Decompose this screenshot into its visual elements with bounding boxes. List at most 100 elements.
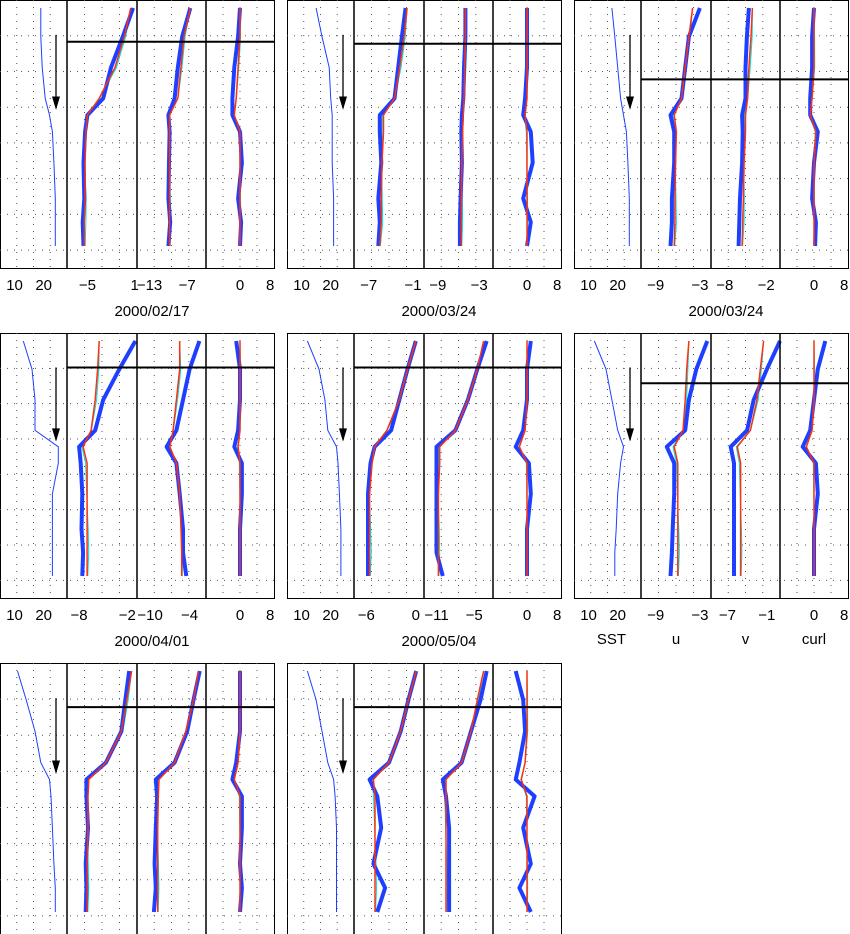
tick-label: −3 [691,277,708,294]
curl-observed-line [513,670,537,913]
v-model-line [460,8,467,246]
curl-model-line [524,8,528,246]
u-model-alt-line [81,340,100,577]
tick-label: 10 [580,607,597,624]
panel-title: 2000/03/24 [401,303,476,320]
u-model-alt-line [83,7,132,247]
u-observed-line [376,7,408,247]
v-observed-line [434,340,489,577]
panel-1: 10 20 −7 −1 −9 −3 0 8 2000/03/24 [287,0,562,320]
panel-7 [287,663,562,934]
tick-label: −2 [758,277,775,294]
tick-label: 20 [322,277,339,294]
tick-label: −11 [424,607,448,624]
v-model-line [736,340,765,576]
tick-label: 1 [130,277,138,294]
curl-model-line [809,8,817,246]
u-model-line [379,7,408,247]
tick-label: −7 [719,607,736,624]
v-model-line [156,670,200,912]
curl-model-line [237,341,241,576]
curl-observed-line [232,340,244,576]
tick-label: −7 [179,277,196,294]
tick-label: −9 [429,277,446,294]
v-observed-line [728,340,782,576]
axis-label-v: v [742,631,750,648]
u-model-line [86,670,133,912]
u-observed-line [366,340,418,576]
u-model-line [82,340,100,576]
sst-profile [306,340,342,576]
tick-label: −5 [466,607,483,624]
tick-label: −8 [716,277,733,294]
arrow-down-icon [626,428,634,442]
tick-label: 20 [609,607,626,624]
tick-label: 0 [810,607,818,624]
sst-profile [315,7,335,246]
v-observed-line [440,670,489,912]
u-model-alt-line [379,7,408,247]
arrow-down-icon [52,760,60,775]
tick-label: −3 [471,277,488,294]
tick-label: 8 [266,277,274,294]
tick-label: −1 [758,607,775,624]
tick-label: −9 [647,607,664,624]
tick-label: 0 [412,607,420,624]
v-model-line [445,670,485,912]
panel-3: 10 20 −8 −2 −10 −4 0 8 2000/04/01 [0,333,275,650]
u-observed-line [664,340,710,577]
u-model-line [83,7,132,246]
u-model-line [673,7,694,247]
u-model-alt-line [672,340,690,577]
panel-title: 2000/05/04 [401,633,476,650]
v-model-line [741,7,754,247]
tick-label: −6 [358,607,375,624]
sst-profile [611,7,630,246]
tick-label: 10 [580,277,597,294]
sst-profile [593,340,625,576]
panel-5: 10 20 SST −9 −3 u −7 −1 v 0 8 curl [574,333,849,648]
curl-model-line [805,341,815,576]
arrow-down-icon [626,96,634,110]
arrow-down-icon [339,96,347,110]
tick-label: 20 [35,277,52,294]
v-model-line [168,7,192,246]
tick-label: −13 [137,277,162,294]
tick-label: −10 [137,607,162,624]
tick-label: 0 [523,277,531,294]
tick-label: 10 [6,607,23,624]
tick-label: −9 [647,277,664,294]
curl-observed-line [513,340,533,576]
tick-label: 10 [293,607,310,624]
v-observed-line [164,340,202,577]
axis-label-u: u [672,631,680,648]
tick-label: 0 [236,277,244,294]
u-observed-line [77,340,138,577]
u-model-line [368,340,417,576]
u-observed-line [80,7,135,247]
curl-model-line [233,8,241,246]
panel-title: 2000/03/24 [688,303,763,320]
arrow-down-icon [52,96,60,110]
tick-label: 20 [609,277,626,294]
tick-label: −7 [360,277,377,294]
panel-0: 10 20 −5 1−13 −7 0 8 2000/02/17 [0,0,275,320]
tick-label: −4 [181,607,198,624]
curl-model-line [233,671,241,912]
tick-label: 8 [553,607,561,624]
tick-label: −5 [79,277,96,294]
sst-profile [306,670,337,912]
tick-label: 0 [523,607,531,624]
sst-profile [40,8,56,246]
u-model-line [673,340,690,576]
tick-label: 20 [35,607,52,624]
tick-label: −3 [691,607,708,624]
tick-label: 10 [293,277,310,294]
panel-title: 2000/04/01 [114,633,189,650]
sst-profile [22,340,59,576]
tick-label: 8 [840,607,848,624]
tick-label: 8 [266,607,274,624]
sst-profile [17,670,56,912]
axis-label-sst: SST [597,631,626,648]
